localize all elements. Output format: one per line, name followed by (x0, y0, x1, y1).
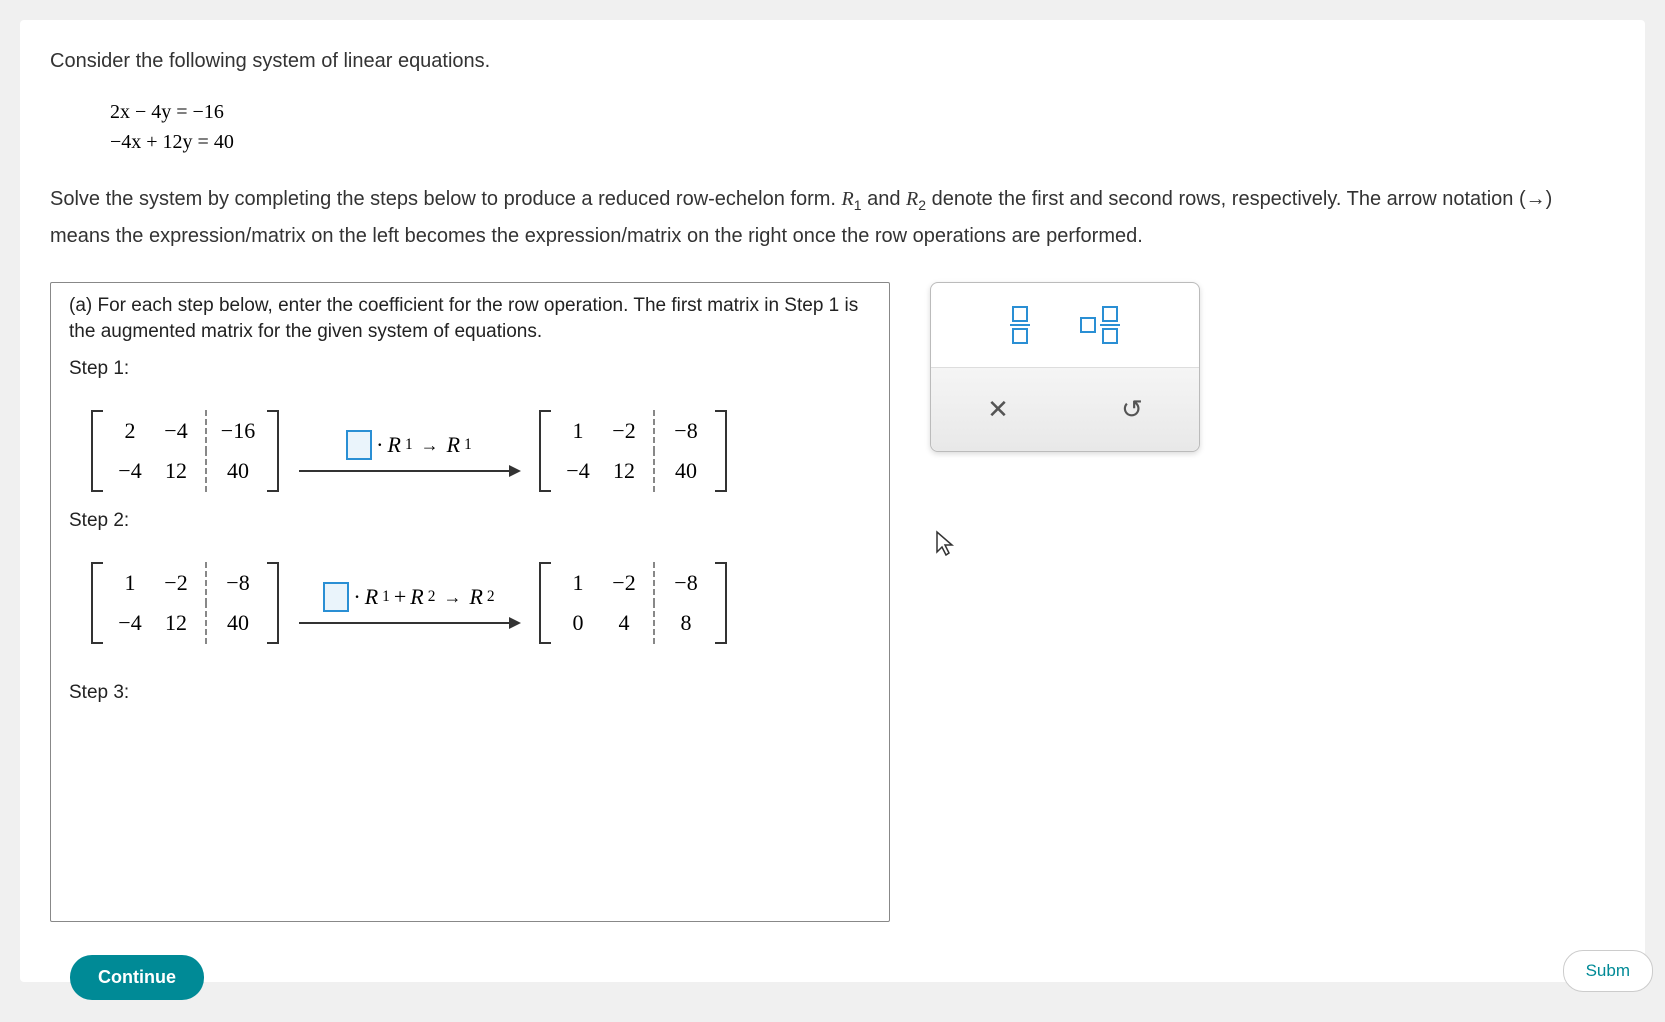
R-sym: R (388, 432, 401, 458)
m-cell: −16 (213, 418, 263, 444)
m-cell: −2 (153, 570, 199, 596)
long-arrow-icon (299, 622, 519, 624)
equation-1: 2x − 4y = −16 (110, 97, 1615, 127)
step2-right-matrix: 1 −2 −8 0 4 8 (539, 562, 727, 644)
m-cell: 40 (661, 458, 711, 484)
m-cell: 12 (153, 610, 199, 636)
explain-p2: and (862, 188, 906, 210)
tool-row-formats (931, 283, 1199, 367)
m-cell: −2 (601, 418, 647, 444)
m-cell: 1 (555, 418, 601, 444)
tool-panel: ✕ ↺ (930, 282, 1200, 452)
step1-operation: · R1 → R1 (289, 430, 529, 472)
mixed-number-button[interactable] (1080, 306, 1120, 344)
m-cell: 1 (107, 570, 153, 596)
R-sub: 1 (382, 588, 390, 606)
page: Consider the following system of linear … (20, 20, 1645, 982)
tool-row-actions: ✕ ↺ (931, 367, 1199, 452)
R-sub: 1 (464, 436, 472, 454)
reset-button[interactable]: ↺ (1121, 394, 1143, 425)
step2-left-matrix: 1 −2 −8 −4 12 40 (91, 562, 279, 644)
m-cell: −8 (213, 570, 263, 596)
intro-text: Consider the following system of linear … (50, 50, 1615, 73)
r1-sub: 1 (854, 197, 862, 213)
m-cell: −4 (107, 458, 153, 484)
fraction-button[interactable] (1010, 306, 1030, 344)
m-cell: −8 (661, 570, 711, 596)
R-sym: R (447, 432, 460, 458)
continue-button[interactable]: Continue (70, 955, 204, 1000)
R-sym: R (469, 584, 482, 610)
plus: + (394, 584, 406, 610)
arrow-icon: → (421, 435, 439, 456)
step1-row: 2 −4 −16 −4 12 40 (51, 380, 889, 502)
equation-block: 2x − 4y = −16 −4x + 12y = 40 (110, 97, 1615, 157)
step1-label: Step 1: (51, 350, 889, 380)
step2-label: Step 2: (51, 502, 889, 532)
m-cell: −4 (107, 610, 153, 636)
R-sub: 1 (405, 436, 413, 454)
m-cell: 1 (555, 570, 601, 596)
R-sub: 2 (487, 588, 495, 606)
submit-button[interactable]: Subm (1563, 950, 1653, 992)
step1-left-matrix: 2 −4 −16 −4 12 40 (91, 410, 279, 492)
arrow-icon: → (443, 587, 461, 608)
m-cell: −2 (601, 570, 647, 596)
part-a-box: (a) For each step below, enter the coeff… (50, 282, 890, 922)
part-a-heading: (a) For each step below, enter the coeff… (51, 283, 889, 350)
equation-2: −4x + 12y = 40 (110, 127, 1615, 157)
R-sym: R (365, 584, 378, 610)
R-sym: R (410, 584, 423, 610)
R-sub: 2 (428, 588, 436, 606)
m-cell: −4 (555, 458, 601, 484)
m-cell: 2 (107, 418, 153, 444)
m-cell: −8 (661, 418, 711, 444)
long-arrow-icon (299, 470, 519, 472)
step2-operation: · R1 + R2 → R2 (289, 582, 529, 624)
clear-button[interactable]: ✕ (987, 394, 1009, 425)
dot: · (353, 584, 360, 610)
explanation: Solve the system by completing the steps… (50, 181, 1615, 254)
step1-right-matrix: 1 −2 −8 −4 12 40 (539, 410, 727, 492)
work-area: (a) For each step below, enter the coeff… (50, 282, 1615, 922)
r2-sub: 2 (918, 197, 926, 213)
step2-row: 1 −2 −8 −4 12 40 (51, 532, 889, 654)
m-cell: 12 (153, 458, 199, 484)
m-cell: 40 (213, 458, 263, 484)
step2-coef-input[interactable] (323, 582, 349, 612)
m-cell: 12 (601, 458, 647, 484)
m-cell: −4 (153, 418, 199, 444)
m-cell: 0 (555, 610, 601, 636)
m-cell: 4 (601, 610, 647, 636)
m-cell: 40 (213, 610, 263, 636)
explain-p1: Solve the system by completing the steps… (50, 188, 842, 210)
step1-coef-input[interactable] (346, 430, 372, 460)
m-cell: 8 (661, 610, 711, 636)
r1-sym: R (842, 188, 854, 210)
step3-label: Step 3: (51, 674, 889, 704)
dot: · (376, 432, 383, 458)
r2-sym: R (906, 188, 918, 210)
